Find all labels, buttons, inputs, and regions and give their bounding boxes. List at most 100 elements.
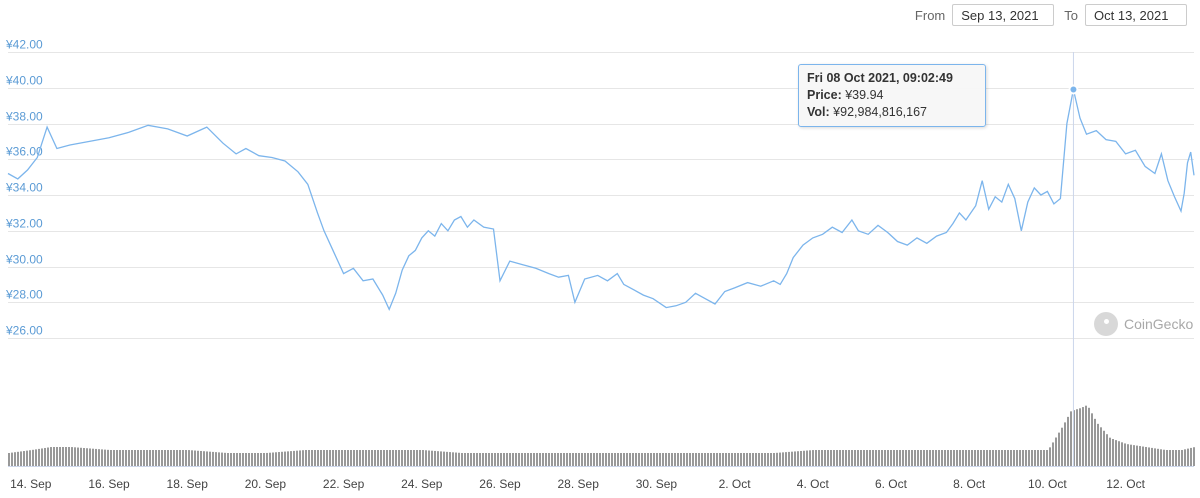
volume-bar	[950, 450, 952, 466]
volume-bar	[974, 450, 976, 466]
tooltip-vol-label: Vol:	[807, 105, 830, 119]
volume-bar	[683, 453, 685, 466]
volume-bar	[302, 450, 304, 466]
volume-bar	[743, 453, 745, 466]
volume-bar	[692, 453, 694, 466]
volume-bar	[752, 453, 754, 466]
volume-bar	[983, 450, 985, 466]
volume-bar	[788, 451, 790, 466]
price-line[interactable]	[7, 89, 1195, 312]
volume-bar	[593, 453, 595, 466]
volume-bar	[467, 453, 469, 466]
volume-bar	[869, 450, 871, 466]
volume-bar	[404, 450, 406, 466]
volume-bar	[215, 452, 217, 466]
volume-bar	[1049, 447, 1051, 466]
y-tick-label: ¥40.00	[5, 74, 43, 88]
volume-bar	[1130, 444, 1132, 466]
volume-bar	[281, 451, 283, 466]
volume-bar	[422, 450, 424, 466]
volume-bar	[296, 450, 298, 466]
volume-bar	[371, 450, 373, 466]
volume-bar	[575, 453, 577, 466]
volume-bar	[884, 450, 886, 466]
volume-bar	[233, 453, 235, 466]
volume-bar	[530, 453, 532, 466]
volume-bar	[812, 450, 814, 466]
volume-bar	[362, 450, 364, 466]
volume-bar	[620, 453, 622, 466]
volume-bar	[293, 450, 295, 466]
volume-bar	[524, 453, 526, 466]
volume-bar	[311, 450, 313, 466]
from-date-input[interactable]	[952, 4, 1055, 26]
volume-bar	[965, 450, 967, 466]
volume-bar	[863, 450, 865, 466]
volume-bar	[920, 450, 922, 466]
volume-bar	[173, 450, 175, 466]
volume-bar	[671, 453, 673, 466]
volume-bar	[581, 453, 583, 466]
to-date-input[interactable]	[1085, 4, 1187, 26]
volume-bar	[986, 450, 988, 466]
volume-bar	[122, 450, 124, 466]
x-tick-label: 30. Sep	[636, 477, 678, 491]
volume-bar	[356, 450, 358, 466]
volume-bar	[1109, 437, 1111, 466]
volume-bar	[1061, 427, 1063, 466]
volume-bar	[248, 453, 250, 466]
volume-bar	[1070, 411, 1072, 466]
tooltip-vol-value: ¥92,984,816,167	[833, 105, 928, 119]
volume-bar	[1193, 447, 1195, 466]
volume-bar	[791, 451, 793, 466]
volume-bar	[200, 450, 202, 466]
volume-bar	[980, 450, 982, 466]
volume-bar	[266, 452, 268, 466]
volume-bar	[503, 453, 505, 466]
volume-bar	[911, 450, 913, 466]
volume-bar	[41, 448, 43, 466]
volume-bar	[230, 453, 232, 466]
volume-bar	[470, 453, 472, 466]
volume-bar	[1082, 407, 1084, 466]
volume-bar	[686, 453, 688, 466]
volume-bar	[98, 449, 100, 466]
volume-bar	[152, 450, 154, 466]
volume-bar	[989, 450, 991, 466]
volume-bar	[1118, 441, 1120, 466]
volume-bar	[149, 450, 151, 466]
volume-bar	[842, 450, 844, 466]
volume-bar	[845, 450, 847, 466]
volume-bar	[902, 450, 904, 466]
volume-bar	[80, 447, 82, 466]
volume-bar	[137, 450, 139, 466]
tooltip-date: Fri 08 Oct 2021, 09:02:49	[807, 71, 953, 85]
volume-bar	[632, 453, 634, 466]
volume-bar	[656, 453, 658, 466]
volume-bar	[125, 450, 127, 466]
y-tick-label: ¥30.00	[5, 253, 43, 267]
y-axis-tick-labels: ¥42.00 ¥40.00 ¥38.00 ¥36.00 ¥34.00 ¥32.00 ¥30.…	[5, 38, 43, 338]
from-label: From	[914, 7, 946, 23]
volume-bar	[344, 450, 346, 466]
volume-bar	[380, 450, 382, 466]
volume-bar	[623, 453, 625, 466]
volume-bar	[53, 447, 55, 466]
volume-bar	[1013, 450, 1015, 466]
volume-bar	[815, 450, 817, 466]
date-range-selector: From To	[915, 4, 1187, 26]
volume-bar	[839, 450, 841, 466]
volume-bar	[239, 453, 241, 466]
volume-bar	[668, 453, 670, 466]
volume-bar	[1085, 405, 1087, 466]
volume-bar	[1097, 423, 1099, 466]
volume-bar	[560, 453, 562, 466]
volume-bar	[1076, 409, 1078, 466]
volume-bar	[1067, 416, 1069, 466]
volume-bar	[719, 453, 721, 466]
volume-bar	[644, 453, 646, 466]
volume-bar	[263, 453, 265, 466]
tooltip-price-value: ¥39.94	[845, 88, 884, 102]
volume-bar	[20, 451, 22, 466]
